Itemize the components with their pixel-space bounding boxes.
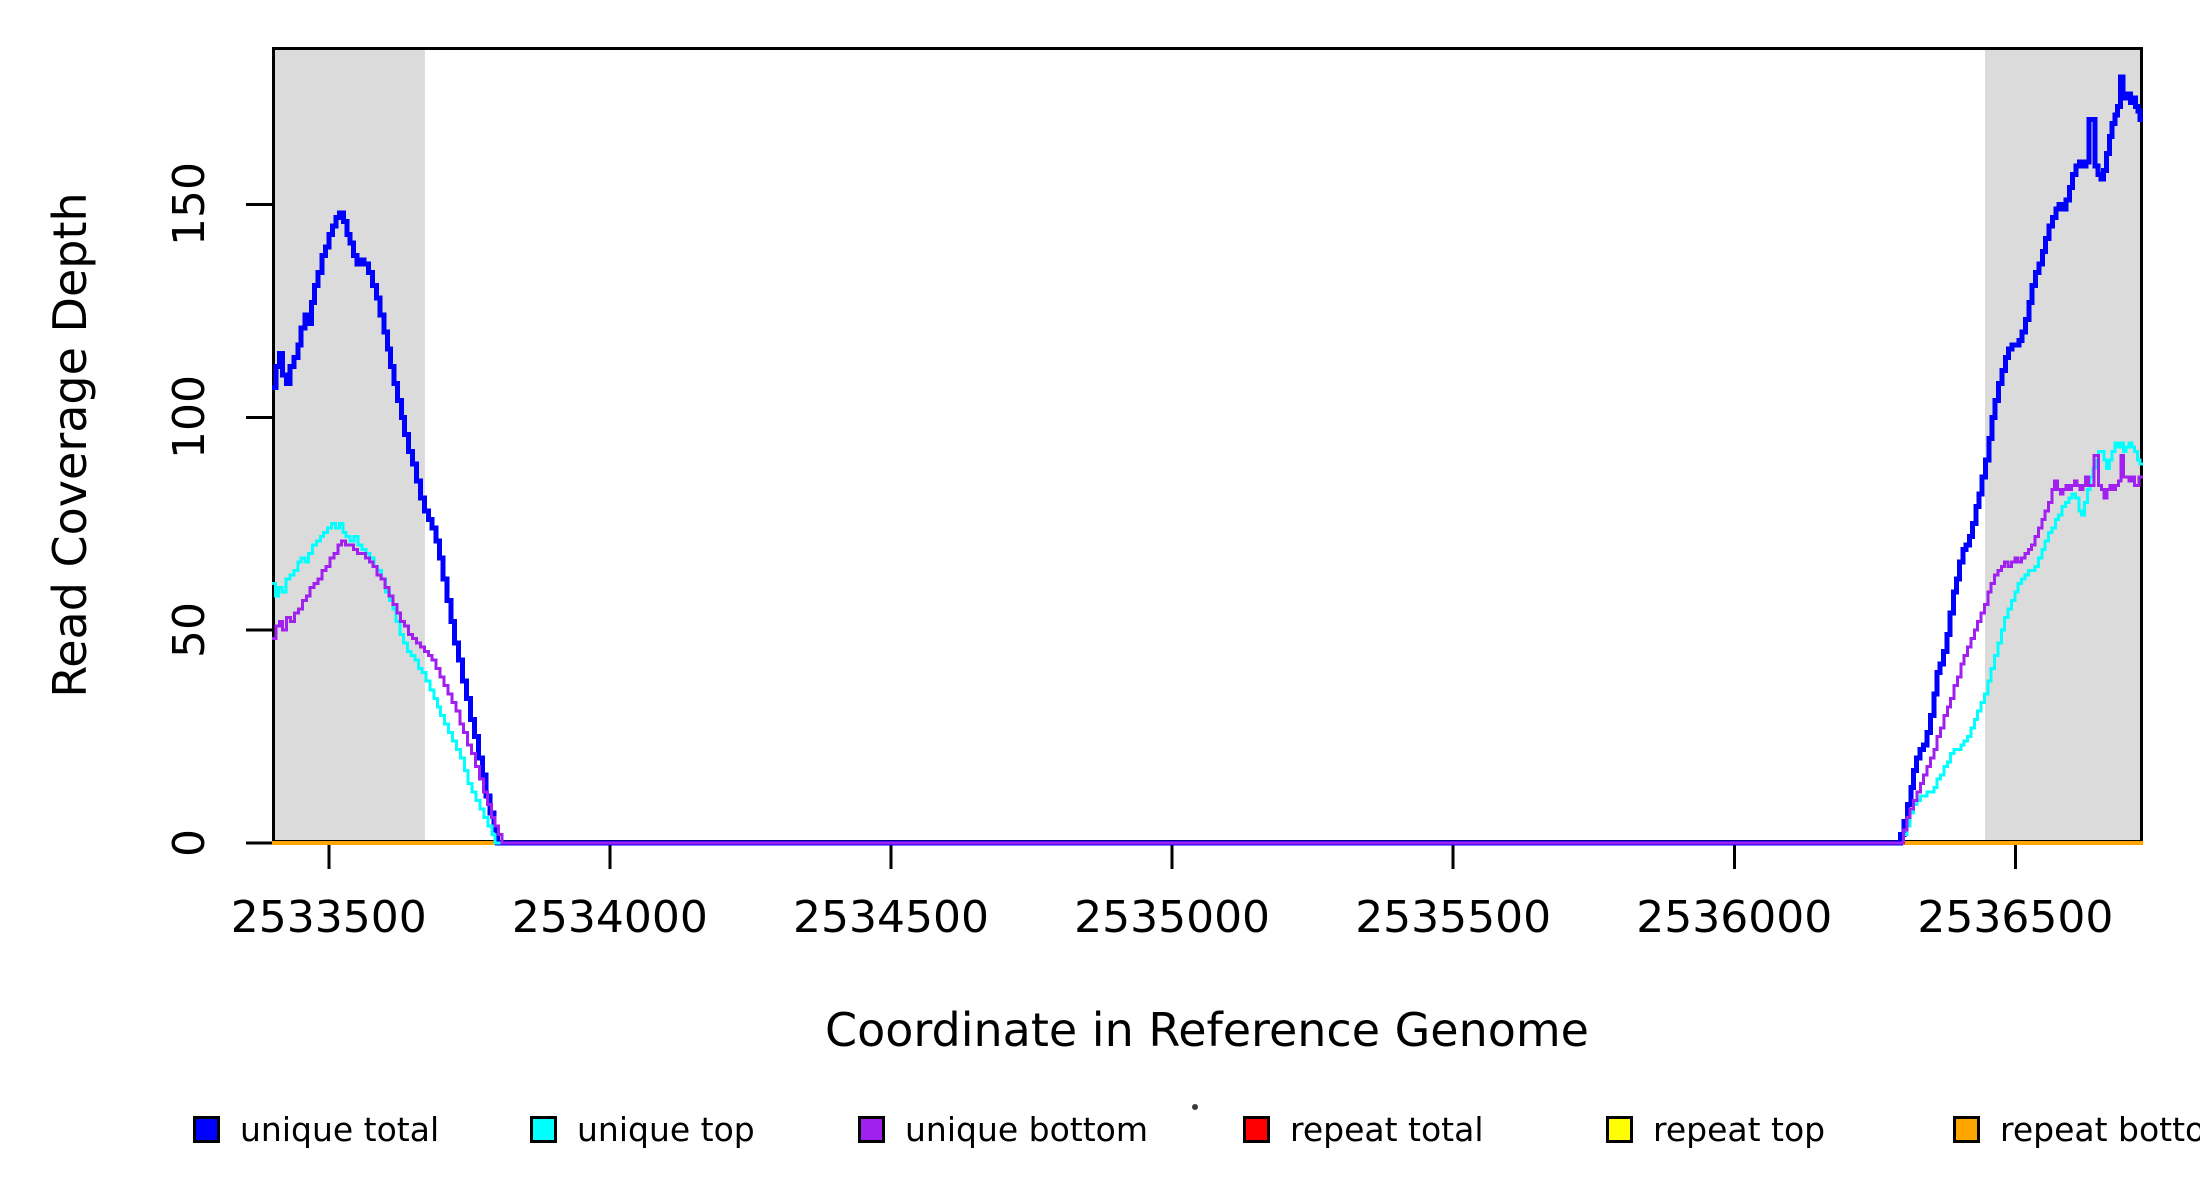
legend-swatch-icon bbox=[193, 1116, 220, 1143]
legend: unique total unique top unique bottom repea… bbox=[0, 1104, 2200, 1200]
legend-swatch-icon bbox=[1243, 1116, 1270, 1143]
series-line-unique-bottom bbox=[272, 454, 2143, 845]
y-axis-title: Read Coverage Depth bbox=[43, 192, 97, 698]
legend-item-label: repeat total bbox=[1290, 1110, 1484, 1149]
series-line-unique-total bbox=[272, 74, 2143, 846]
legend-item-repeat-bottom: repeat bottom bbox=[1953, 1110, 2200, 1149]
legend-item-unique-bottom: unique bottom bbox=[858, 1110, 1148, 1149]
legend-swatch-icon bbox=[1606, 1116, 1633, 1143]
legend-item-label: unique bottom bbox=[905, 1110, 1149, 1149]
legend-item-unique-top: unique top bbox=[530, 1110, 755, 1149]
y-tick-label: 0 bbox=[164, 829, 215, 857]
legend-item-label: unique total bbox=[240, 1110, 440, 1149]
x-tick-label: 2535000 bbox=[1074, 892, 1271, 943]
repeat-region-left bbox=[272, 47, 425, 843]
legend-item-label: repeat top bbox=[1653, 1110, 1826, 1149]
x-tick-label: 2534000 bbox=[511, 892, 708, 943]
plot-box bbox=[272, 47, 2143, 843]
legend-item-repeat-top: repeat top bbox=[1606, 1110, 1825, 1149]
x-tick-label: 2535500 bbox=[1355, 892, 1552, 943]
y-tick-label: 150 bbox=[164, 162, 215, 247]
legend-swatch-icon bbox=[858, 1116, 885, 1143]
x-axis-title: Coordinate in Reference Genome bbox=[825, 1003, 1589, 1057]
plot-area bbox=[246, 47, 2143, 869]
stray-dot-artifact bbox=[1192, 1104, 1198, 1110]
legend-item-label: unique top bbox=[577, 1110, 755, 1149]
x-tick-label: 2534500 bbox=[792, 892, 989, 943]
legend-swatch-icon bbox=[1953, 1116, 1980, 1143]
legend-swatch-icon bbox=[530, 1116, 557, 1143]
legend-item-repeat-total: repeat total bbox=[1243, 1110, 1484, 1149]
legend-item-label: repeat bottom bbox=[2000, 1110, 2200, 1149]
series-line-unique-top bbox=[272, 441, 2143, 845]
y-tick-label: 100 bbox=[164, 375, 215, 460]
x-tick-label: 2533500 bbox=[230, 892, 427, 943]
x-tick-label: 2536500 bbox=[1917, 892, 2114, 943]
x-tick-label: 2536000 bbox=[1636, 892, 1833, 943]
legend-item-unique-total: unique total bbox=[193, 1110, 439, 1149]
y-tick-label: 50 bbox=[164, 602, 215, 659]
